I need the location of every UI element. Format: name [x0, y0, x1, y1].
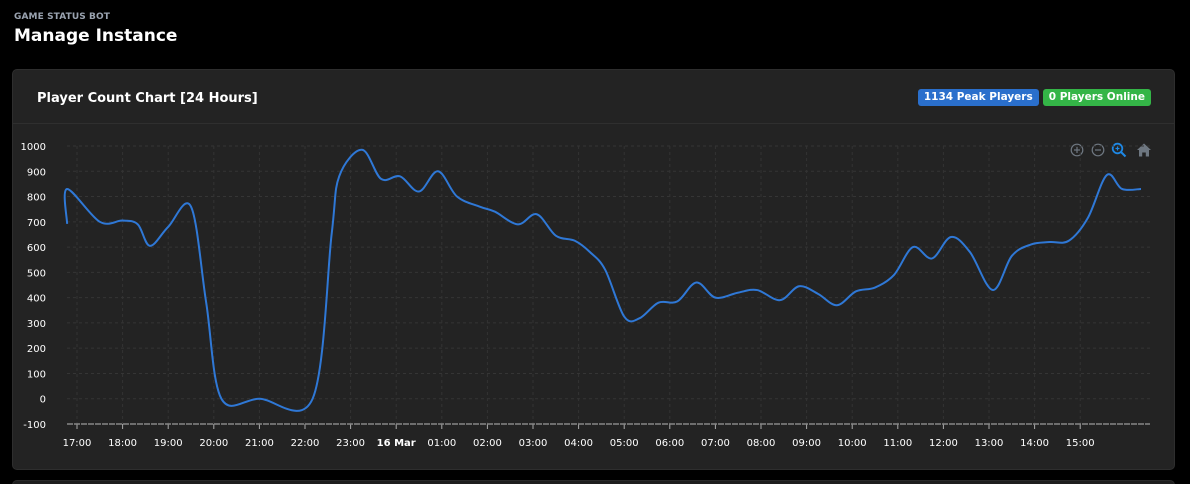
x-tick-label: 03:00 [519, 438, 548, 449]
chart-toolbar [1069, 142, 1152, 158]
x-tick-label: 19:00 [154, 438, 183, 449]
x-tick-label: 14:00 [1020, 438, 1049, 449]
x-tick-label: 04:00 [564, 438, 593, 449]
player-count-chart[interactable]: 1000 900 800 700 600 500 400 300 200 100 0 -100 17:0… [13, 125, 1176, 471]
y-tick-label: 100 [27, 369, 46, 380]
x-tick-label: 23:00 [336, 438, 365, 449]
selection-zoom-icon[interactable] [1111, 142, 1127, 158]
home-icon[interactable] [1136, 142, 1152, 158]
x-tick-label: 16 Mar [377, 438, 416, 449]
y-tick-label: 0 [40, 395, 46, 406]
zoom-out-icon[interactable] [1090, 142, 1106, 158]
x-tick-label: 12:00 [929, 438, 958, 449]
y-tick-label: 900 [27, 167, 46, 178]
y-tick-label: 300 [27, 319, 46, 330]
x-tick-label: 06:00 [655, 438, 684, 449]
zoom-in-icon[interactable] [1069, 142, 1085, 158]
x-tick-label: 21:00 [245, 438, 274, 449]
y-tick-label: -100 [23, 420, 46, 431]
players-online-badge: 0 Players Online [1042, 89, 1151, 106]
page-title: Manage Instance [14, 26, 178, 46]
y-tick-label: 600 [27, 243, 46, 254]
x-tick-label: 10:00 [838, 438, 867, 449]
peak-players-badge: 1134 Peak Players [917, 89, 1039, 106]
x-tick-label: 20:00 [199, 438, 228, 449]
y-tick-label: 500 [27, 268, 46, 279]
card-header: Player Count Chart [24 Hours] 1134 Peak … [13, 70, 1174, 124]
y-tick-label: 1000 [21, 142, 46, 153]
chart-title: Player Count Chart [24 Hours] [37, 91, 258, 106]
y-tick-label: 700 [27, 218, 46, 229]
x-tick-label: 09:00 [792, 438, 821, 449]
x-tick-label: 05:00 [610, 438, 639, 449]
x-tick-label: 18:00 [108, 438, 137, 449]
app-name: GAME STATUS BOT [14, 12, 110, 22]
y-tick-label: 400 [27, 294, 46, 305]
y-tick-label: 200 [27, 344, 46, 355]
player-count-card: Player Count Chart [24 Hours] 1134 Peak … [12, 69, 1175, 470]
x-tick-label: 17:00 [63, 438, 92, 449]
y-tick-label: 800 [27, 193, 46, 204]
x-tick-label: 15:00 [1066, 438, 1095, 449]
badge-group: 1134 Peak Players 0 Players Online [917, 89, 1151, 106]
x-tick-label: 02:00 [473, 438, 502, 449]
x-tick-label: 08:00 [747, 438, 776, 449]
x-tick-label: 01:00 [427, 438, 456, 449]
next-card [12, 480, 1175, 484]
x-tick-label: 13:00 [975, 438, 1004, 449]
player-count-line [63, 148, 1142, 412]
x-tick-label: 22:00 [291, 438, 320, 449]
x-tick-label: 07:00 [701, 438, 730, 449]
x-tick-label: 11:00 [883, 438, 912, 449]
